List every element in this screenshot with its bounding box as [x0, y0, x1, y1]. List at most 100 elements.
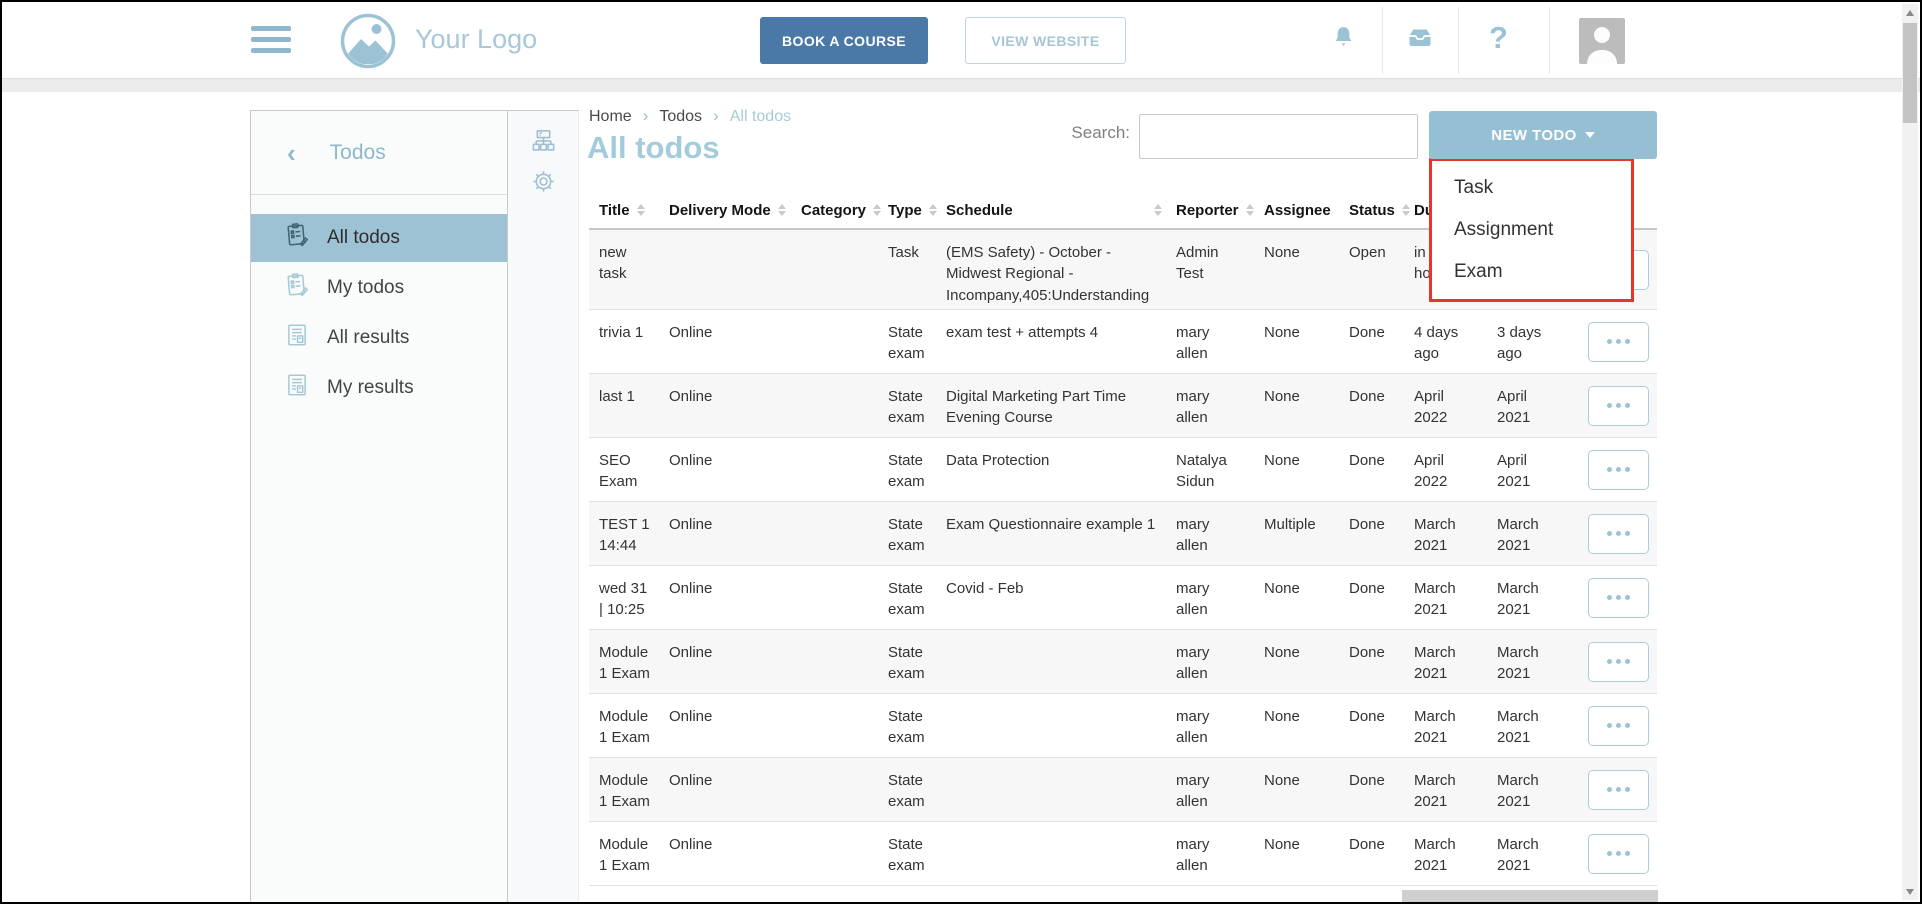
sort-arrows-icon[interactable] [636, 204, 645, 216]
help-icon[interactable]: ? [1489, 20, 1508, 55]
vertical-scrollbar[interactable] [1902, 4, 1918, 900]
cell-act [1580, 694, 1657, 757]
cell-category [801, 566, 888, 629]
cell-text: State exam [888, 772, 925, 811]
new-todo-dropdown-menu: Task Assignment Exam [1429, 158, 1634, 302]
sidebar-item-my-results[interactable]: My results [251, 364, 507, 412]
row-actions-button[interactable] [1588, 641, 1649, 682]
table-row: Module 1 Exam Online State exam mary allen N… [589, 822, 1657, 886]
menu-item-assignment[interactable]: Assignment [1454, 219, 1554, 240]
cell-text: Task [888, 244, 919, 261]
inbox-tray-icon[interactable] [1406, 26, 1434, 50]
cell-text: Online [669, 836, 713, 853]
row-actions-button[interactable] [1588, 449, 1649, 490]
cell-delivery_mode: Online [669, 758, 801, 821]
cell-type: State exam [888, 758, 946, 821]
cell-date2: March 2021 [1497, 822, 1580, 885]
results-icon [284, 322, 310, 354]
sort-arrows-icon[interactable] [777, 204, 786, 216]
menu-item-exam[interactable]: Exam [1454, 261, 1503, 282]
row-actions-button[interactable] [1588, 769, 1649, 810]
search-input[interactable] [1139, 114, 1418, 159]
column-header-status[interactable]: Status [1349, 202, 1414, 219]
hamburger-menu-icon[interactable] [251, 26, 291, 56]
cell-delivery_mode: Online [669, 502, 801, 565]
cell-status: Done [1349, 502, 1414, 565]
cell-text: March 2021 [1497, 580, 1539, 619]
breadcrumb: Home › Todos › All todos [589, 106, 791, 126]
cell-text: Done [1349, 452, 1385, 469]
cell-text: Done [1349, 580, 1385, 597]
column-header-delivery-mode[interactable]: Delivery Mode [669, 202, 801, 219]
column-header-category[interactable]: Category [801, 202, 888, 219]
vertical-scrollbar-thumb[interactable] [1903, 23, 1917, 123]
scroll-up-icon[interactable] [1902, 4, 1918, 21]
cell-text: March 2021 [1414, 836, 1456, 875]
cell-text: trivia 1 [599, 324, 644, 341]
view-website-button[interactable]: VIEW WEBSITE [965, 17, 1126, 64]
sort-arrows-icon[interactable] [1154, 204, 1162, 216]
cell-act [1580, 630, 1657, 693]
cell-text: State exam [888, 580, 925, 619]
breadcrumb-separator-icon: › [642, 106, 649, 125]
cell-text: March 2021 [1497, 516, 1539, 555]
breadcrumb-item[interactable]: Home [589, 108, 632, 125]
gear-icon[interactable] [530, 168, 557, 195]
row-actions-button[interactable] [1588, 513, 1649, 554]
cell-delivery_mode: Online [669, 630, 801, 693]
row-actions-button[interactable] [1588, 321, 1649, 362]
sidebar-item-my-todos[interactable]: My todos [251, 264, 507, 312]
breadcrumb-item[interactable]: Todos [659, 108, 703, 125]
cell-due: April 2022 [1414, 374, 1497, 437]
header-divider [1458, 7, 1459, 74]
sidebar-header: ‹ Todos [251, 111, 507, 195]
sidebar-back-chevron-icon[interactable]: ‹ [287, 137, 296, 168]
cell-status: Done [1349, 758, 1414, 821]
sort-arrows-icon[interactable] [1245, 204, 1254, 216]
cell-text: 4 days ago [1414, 324, 1459, 363]
table-body: new task Task (EMS Safety) - October - Mid… [589, 230, 1657, 886]
sidebar-item-all-results[interactable]: All results [251, 314, 507, 362]
cell-text: Online [669, 516, 713, 533]
column-header-schedule[interactable]: Schedule [946, 202, 1176, 219]
cell-date2: April 2021 [1497, 374, 1580, 437]
sort-arrows-icon[interactable] [873, 204, 882, 216]
sidebar: ‹ Todos All todos My todos All results My r… [250, 110, 508, 902]
new-todo-button[interactable]: NEW TODO [1429, 111, 1657, 159]
todo-list-icon [284, 222, 310, 254]
cell-due: March 2021 [1414, 694, 1497, 757]
user-avatar[interactable] [1579, 18, 1625, 64]
cell-text: March 2021 [1414, 580, 1456, 619]
sort-arrows-icon[interactable] [1401, 204, 1410, 216]
sort-arrows-icon[interactable] [928, 204, 937, 216]
cell-text: State exam [888, 644, 925, 683]
menu-item-task[interactable]: Task [1454, 177, 1494, 198]
table-row: wed 31 | 10:25 Online State exam Covid - Fe… [589, 566, 1657, 630]
table-row: Module 1 Exam Online State exam mary allen N… [589, 758, 1657, 822]
column-header-reporter[interactable]: Reporter [1176, 202, 1264, 219]
row-actions-button[interactable] [1588, 833, 1649, 874]
cell-text: State exam [888, 836, 925, 875]
cell-category [801, 230, 888, 309]
cell-title: Module 1 Exam [599, 758, 669, 821]
scroll-down-icon[interactable] [1902, 883, 1918, 900]
row-actions-button[interactable] [1588, 385, 1649, 426]
book-a-course-button[interactable]: BOOK A COURSE [760, 17, 928, 64]
cell-date2: April 2021 [1497, 438, 1580, 501]
cell-type: State exam [888, 694, 946, 757]
notifications-bell-icon[interactable] [1330, 24, 1357, 51]
top-header: Your Logo BOOK A COURSE VIEW WEBSITE ? [2, 2, 1920, 79]
cell-delivery_mode: Online [669, 310, 801, 373]
cell-reporter: mary allen [1176, 630, 1264, 693]
row-actions-button[interactable] [1588, 577, 1649, 618]
column-header-type[interactable]: Type [888, 202, 946, 219]
cell-title: SEO Exam [599, 438, 669, 501]
horizontal-scrollbar-thumb[interactable] [1402, 890, 1658, 902]
sidebar-item-all-todos[interactable]: All todos [251, 214, 507, 262]
results-icon [284, 372, 310, 404]
column-header-title[interactable]: Title [599, 202, 669, 219]
row-actions-button[interactable] [1588, 705, 1649, 746]
cell-category [801, 694, 888, 757]
sitemap-icon[interactable] [530, 128, 557, 155]
